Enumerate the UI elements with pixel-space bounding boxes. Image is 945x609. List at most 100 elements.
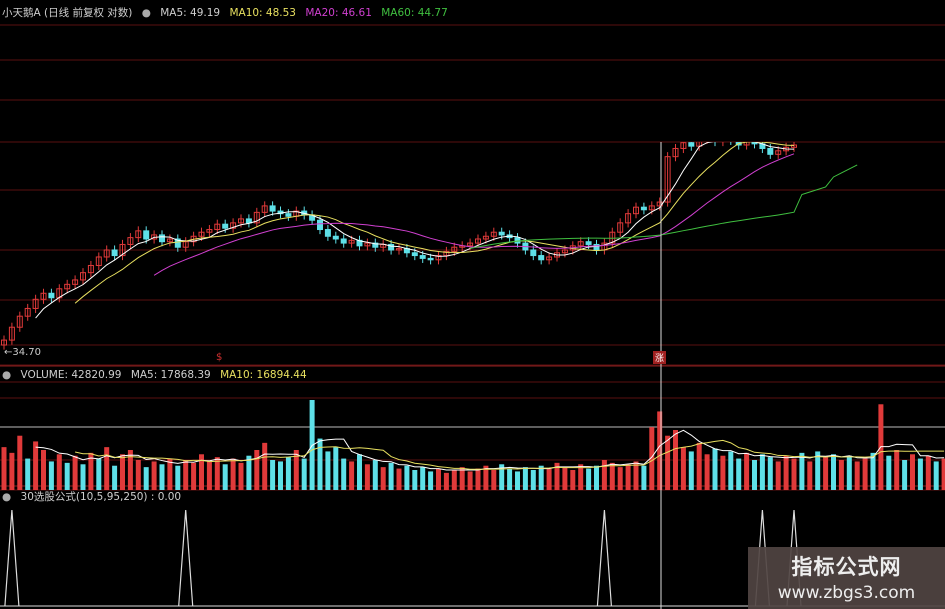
candle	[206, 229, 213, 233]
volume-bar	[554, 462, 560, 490]
volume-bar	[665, 435, 671, 490]
volume-bar	[285, 457, 291, 490]
watermark-title: 指标公式网	[791, 555, 902, 579]
candle	[87, 264, 94, 274]
signal-spike	[4, 509, 20, 607]
formula-header: ● 30选股公式(10,5,95,250) : 0.00	[2, 489, 187, 504]
volume-bar	[420, 467, 426, 490]
volume-bar	[167, 458, 173, 490]
volume-bar	[799, 452, 805, 490]
stock-title: 小天鹅A (日线 前复权 对数)	[2, 7, 133, 19]
volume-bar	[80, 464, 86, 490]
candle	[40, 292, 47, 300]
candle	[498, 231, 505, 236]
volume-bar	[135, 460, 141, 490]
candle	[680, 142, 687, 149]
volume-bar	[791, 458, 797, 490]
volume-bar	[775, 461, 781, 490]
ma20-value: MA20: 46.61	[305, 7, 372, 19]
volume-bar	[886, 455, 892, 490]
candle	[451, 246, 458, 252]
candle	[411, 252, 418, 257]
volume-bar	[917, 458, 923, 490]
candle	[64, 283, 71, 290]
volume-bar	[491, 470, 497, 490]
watermark: 指标公式网 www.zbgs3.com	[748, 547, 945, 609]
volume-bar	[159, 464, 165, 490]
low-price-label: ←34.70	[4, 347, 42, 358]
volume-bar	[870, 452, 876, 490]
candle	[24, 307, 31, 317]
volume-bar	[333, 447, 339, 490]
collapse-icon[interactable]: ●	[2, 491, 12, 503]
volume-bar	[96, 458, 102, 490]
signal-spike	[178, 509, 194, 607]
candle	[648, 205, 655, 211]
candle	[625, 213, 632, 224]
volume-bar	[388, 462, 394, 490]
volume-bar	[586, 468, 592, 490]
volume-bar	[933, 461, 939, 490]
volume-bar	[254, 450, 260, 490]
volume-bar	[214, 457, 220, 490]
volume-bar	[25, 458, 31, 490]
volume-bar	[238, 462, 244, 490]
candle	[253, 211, 260, 224]
candle	[332, 235, 339, 240]
collapse-icon[interactable]: ●	[141, 7, 151, 19]
candle	[482, 235, 489, 240]
volume-bar	[854, 461, 860, 490]
candle	[48, 292, 55, 299]
volume-bar	[752, 460, 757, 490]
candle	[443, 250, 450, 257]
volume-bar	[815, 451, 821, 490]
volume-ma10-line	[74, 439, 945, 470]
candle	[546, 256, 553, 261]
volume-bar	[759, 454, 765, 490]
candle	[16, 315, 23, 328]
price-panel	[1, 137, 858, 350]
volume-bar	[522, 467, 528, 490]
volume-ma5: MA5: 17868.39	[130, 369, 211, 381]
volume-bar	[451, 470, 457, 490]
volume-bar	[720, 455, 726, 490]
candle	[135, 230, 142, 239]
volume-bar	[357, 454, 362, 490]
candle	[32, 298, 39, 309]
candle	[261, 205, 268, 213]
volume-bar	[412, 470, 418, 490]
candle	[372, 242, 379, 248]
candle	[1, 339, 7, 346]
volume-bar	[941, 458, 945, 490]
candle	[719, 142, 726, 143]
volume-bar	[736, 458, 742, 490]
candle	[705, 137, 710, 139]
volume-bar	[617, 467, 623, 490]
volume-bar	[380, 467, 386, 490]
volume-bar	[578, 464, 584, 490]
volume-bar	[443, 472, 449, 490]
volume-bar	[641, 465, 647, 490]
candle	[317, 219, 323, 231]
volume-bar	[112, 465, 118, 490]
volume-bar	[56, 454, 62, 490]
volume-bar	[120, 454, 125, 490]
candle	[419, 255, 426, 259]
candle	[95, 256, 102, 266]
candle	[364, 242, 371, 247]
candle	[640, 206, 647, 211]
collapse-icon[interactable]: ●	[2, 369, 12, 381]
volume-bar	[372, 460, 378, 490]
volume-bar	[1, 447, 7, 490]
volume-bar	[404, 465, 410, 490]
candle	[159, 234, 165, 243]
candle	[174, 238, 181, 248]
volume-bar	[459, 467, 465, 490]
volume-bar	[428, 471, 434, 490]
volume-bar	[609, 462, 615, 490]
candle	[593, 243, 600, 251]
candle	[475, 238, 481, 244]
price-header: 小天鹅A (日线 前复权 对数) ● MA5: 49.19 MA10: 48.5…	[2, 5, 454, 20]
volume-bar	[467, 471, 473, 490]
